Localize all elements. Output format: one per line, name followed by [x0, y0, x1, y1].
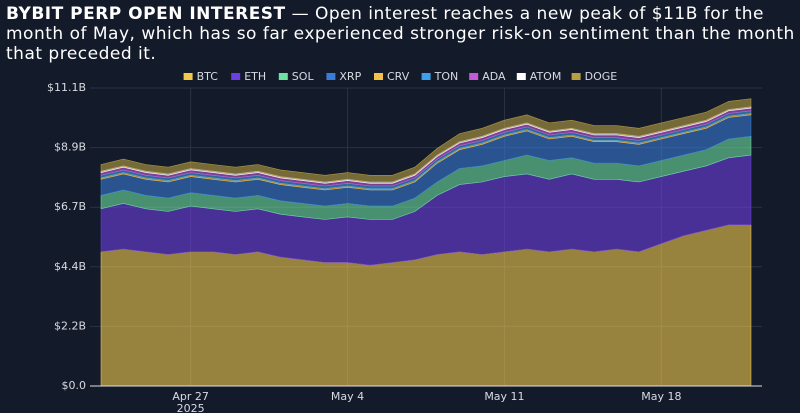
- legend-swatch: [278, 73, 288, 80]
- legend-label: DOGE: [585, 70, 618, 83]
- y-tick-label: $8.9B: [54, 141, 86, 154]
- x-tick-label: May 4: [331, 390, 364, 403]
- legend-swatch: [516, 73, 526, 80]
- legend-swatch: [421, 73, 431, 80]
- legend-swatch: [326, 73, 336, 80]
- chart-subtitle: — Open interest reaches a new peak of $1…: [6, 4, 795, 64]
- header: BYBIT PERP OPEN INTEREST — Open interest…: [6, 4, 796, 64]
- y-tick-label: $0.0: [62, 379, 87, 392]
- legend-label: SOL: [292, 70, 315, 83]
- x-tick-label: May 18: [641, 390, 681, 403]
- legend-label: ADA: [482, 70, 506, 83]
- y-tick-label: $2.2B: [54, 319, 86, 332]
- chart-title: BYBIT PERP OPEN INTEREST: [6, 4, 286, 24]
- legend-label: ETH: [244, 70, 266, 83]
- legend-label: BTC: [197, 70, 219, 83]
- legend-swatch: [374, 73, 383, 80]
- legend-swatch: [469, 73, 479, 80]
- area: [100, 98, 752, 183]
- y-tick-label: $11.1B: [47, 81, 86, 94]
- legend-label: CRV: [387, 70, 410, 83]
- legend-swatch: [231, 73, 241, 80]
- legend-label: TON: [434, 70, 459, 83]
- y-tick-label: $4.4B: [54, 260, 86, 273]
- x-tick-label: May 11: [484, 390, 524, 403]
- y-tick-label: $6.7B: [54, 200, 86, 213]
- legend-swatch: [183, 73, 193, 80]
- x-tick-label: Apr 27: [172, 390, 209, 403]
- legend-label: ATOM: [530, 70, 562, 83]
- x-tick-sublabel: 2025: [177, 402, 205, 413]
- legend-swatch: [571, 73, 581, 80]
- legend-label: XRP: [339, 70, 361, 83]
